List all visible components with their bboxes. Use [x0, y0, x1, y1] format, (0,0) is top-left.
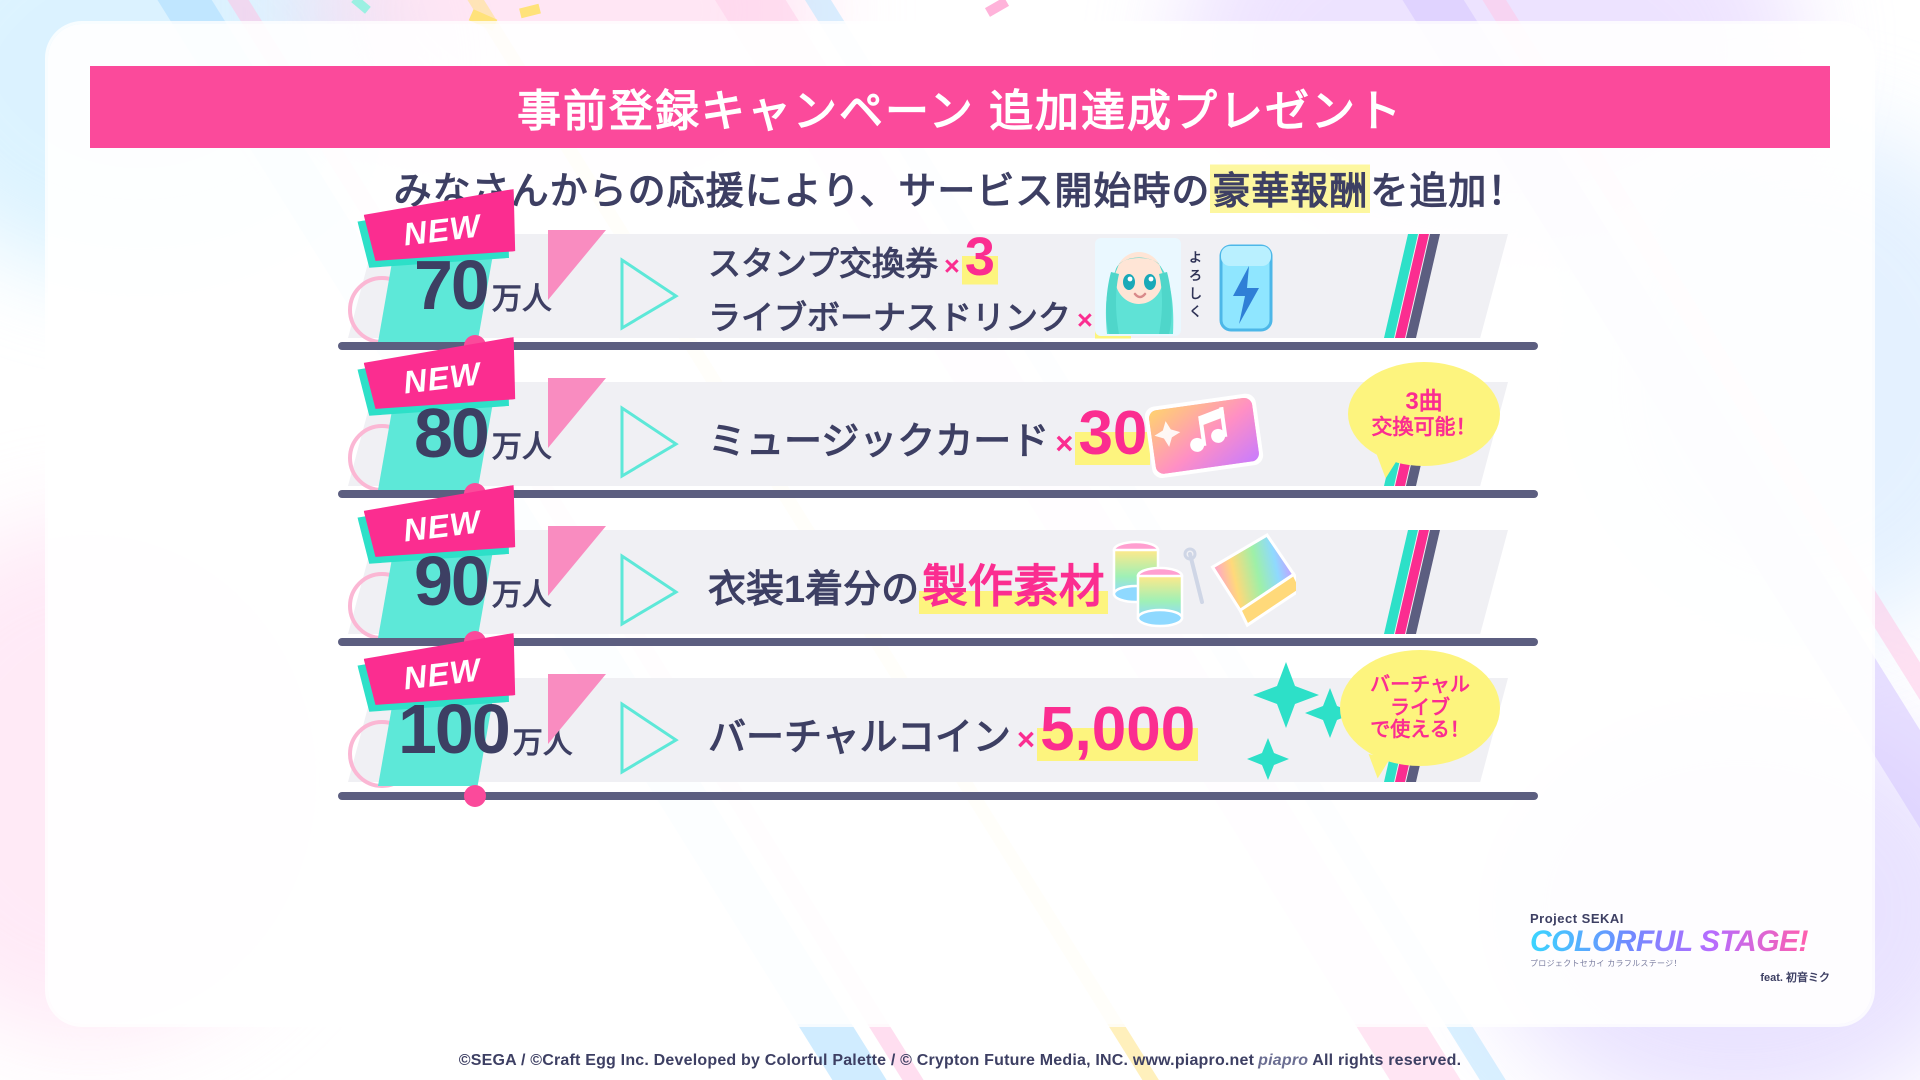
multiplier-symbol: ×: [1055, 425, 1074, 461]
title-banner: 事前登録キャンペーン 追加達成プレゼント: [90, 66, 1830, 148]
reward-label: バーチャルコイン: [708, 716, 1011, 759]
logo-top-text: Project SEKAI: [1530, 911, 1624, 927]
reward-line: スタンプ交換券 ×3: [708, 227, 1368, 288]
row-slab-edge: [1383, 530, 1441, 634]
reward-description: ミュージックカード ×30: [708, 386, 1368, 484]
milestone-count: 90 万人: [414, 546, 552, 616]
milestone-unit: 万人: [491, 431, 552, 464]
milestone-number: 100: [398, 690, 511, 768]
decor-triangle-outline: [618, 404, 680, 480]
svg-text:よ: よ: [1189, 250, 1202, 265]
multiplier-symbol: ×: [1077, 305, 1093, 335]
decor-triangle-outline: [618, 256, 680, 332]
reward-label: 衣装1着分の: [708, 569, 920, 611]
piapro-logo: piapro: [1258, 1052, 1309, 1069]
reward-description: 衣装1着分の 製作素材: [708, 534, 1368, 632]
row-divider: [338, 483, 1538, 505]
decor-triangle-solid: [548, 526, 606, 596]
music-card-icon: [1138, 382, 1278, 486]
row-divider: [338, 631, 1538, 653]
reward-label: スタンプ交換券: [708, 245, 939, 283]
bubble-line: 交換可能！: [1371, 415, 1477, 439]
sparkle-icon: [1244, 662, 1374, 782]
row-slab: [348, 382, 1508, 486]
milestone-number: 80: [414, 394, 490, 472]
copyright-text-2: All rights reserved.: [1312, 1052, 1462, 1069]
page-title: 事前登録キャンペーン 追加達成プレゼント: [516, 87, 1404, 136]
reward-line: バーチャルコイン ×5,000: [708, 694, 1408, 764]
multiplier-amount: 30: [1075, 398, 1151, 468]
milestone-unit: 万人: [491, 579, 552, 612]
milestone-number: 70: [414, 246, 490, 324]
reward-row: NEW 80 万人 ミュージックカード ×30: [48, 368, 1872, 518]
miku-drink-icon: よ ろ し く: [1093, 234, 1293, 338]
card-inner: 事前登録キャンペーン 追加達成プレゼント みなさんからの応援により、サービス開始…: [48, 24, 1872, 1024]
multiplier-symbol: ×: [1016, 721, 1036, 757]
reward-label: ミュージックカード: [708, 420, 1050, 463]
decor-triangle-solid: [548, 674, 606, 744]
reward-line: ミュージックカード ×30: [708, 398, 1368, 468]
row-divider: [338, 335, 1538, 357]
bubble-line: バーチャル: [1370, 674, 1470, 697]
game-logo: Project SEKAI COLORFUL STAGE! プロジェクトセカイ …: [1530, 906, 1830, 990]
decor-triangle-outline: [618, 552, 680, 628]
speech-bubble: バーチャル ライブ で使える！: [1340, 650, 1500, 766]
milestone-count: 100 万人: [398, 694, 573, 764]
copyright-text-1: ©SEGA / ©Craft Egg Inc. Developed by Col…: [458, 1052, 1255, 1069]
multiplier-amount: 3: [961, 227, 998, 288]
promo-card: 事前登録キャンペーン 追加達成プレゼント みなさんからの応援により、サービス開始…: [48, 24, 1872, 1024]
decor-triangle-solid: [548, 378, 606, 448]
subtitle-before: みなさんからの応援により、サービス開始時の: [393, 171, 1211, 213]
reward-row: NEW 100 万人 バーチャルコイン ×5,000: [48, 664, 1872, 814]
bubble-line: ライブ: [1390, 696, 1450, 719]
reward-row: NEW 70 万人 スタンプ交換券 ×3 ライブボーナスドリンク ×5: [48, 220, 1872, 370]
copyright-footer: ©SEGA / ©Craft Egg Inc. Developed by Col…: [0, 1052, 1920, 1070]
bubble-line: で使える！: [1370, 719, 1470, 742]
logo-main-text: COLORFUL STAGE!: [1530, 925, 1809, 959]
crafting-material-icon: [1106, 530, 1296, 634]
bubble-line: 3曲: [1405, 387, 1443, 415]
row-divider: [338, 785, 1538, 807]
milestone-number: 90: [414, 542, 490, 620]
decor-triangle-outline: [618, 700, 680, 776]
milestone-unit: 万人: [491, 283, 552, 316]
row-slab: [348, 234, 1508, 338]
reward-emphasis: 製作素材: [919, 550, 1108, 616]
svg-text:し: し: [1189, 286, 1202, 301]
svg-text:く: く: [1189, 304, 1202, 319]
multiplier-symbol: ×: [944, 251, 960, 282]
logo-sub-text: プロジェクトセカイ カラフルステージ！: [1530, 958, 1682, 968]
subtitle-after: を追加！: [1370, 171, 1527, 213]
logo-feat-text: feat. 初音ミク: [1760, 971, 1830, 984]
milestone-count: 70 万人: [414, 250, 552, 320]
reward-description: バーチャルコイン ×5,000: [708, 682, 1408, 780]
milestone-count: 80 万人: [414, 398, 552, 468]
confetti: [984, 0, 1010, 17]
subtitle: みなさんからの応援により、サービス開始時の 豪華報酬 を追加！: [48, 160, 1872, 215]
subtitle-highlight: 豪華報酬: [1210, 160, 1371, 215]
decor-triangle-solid: [548, 230, 606, 300]
reward-row: NEW 90 万人 衣装1着分の 製作素材: [48, 516, 1872, 666]
multiplier-amount: 5,000: [1037, 694, 1199, 764]
speech-bubble: 3曲 交換可能！: [1348, 362, 1500, 466]
row-slab-edge: [1383, 234, 1441, 338]
svg-text:ろ: ろ: [1189, 268, 1202, 283]
reward-line: 衣装1着分の 製作素材: [708, 550, 1368, 616]
reward-label: ライブボーナスドリンク: [708, 299, 1071, 336]
